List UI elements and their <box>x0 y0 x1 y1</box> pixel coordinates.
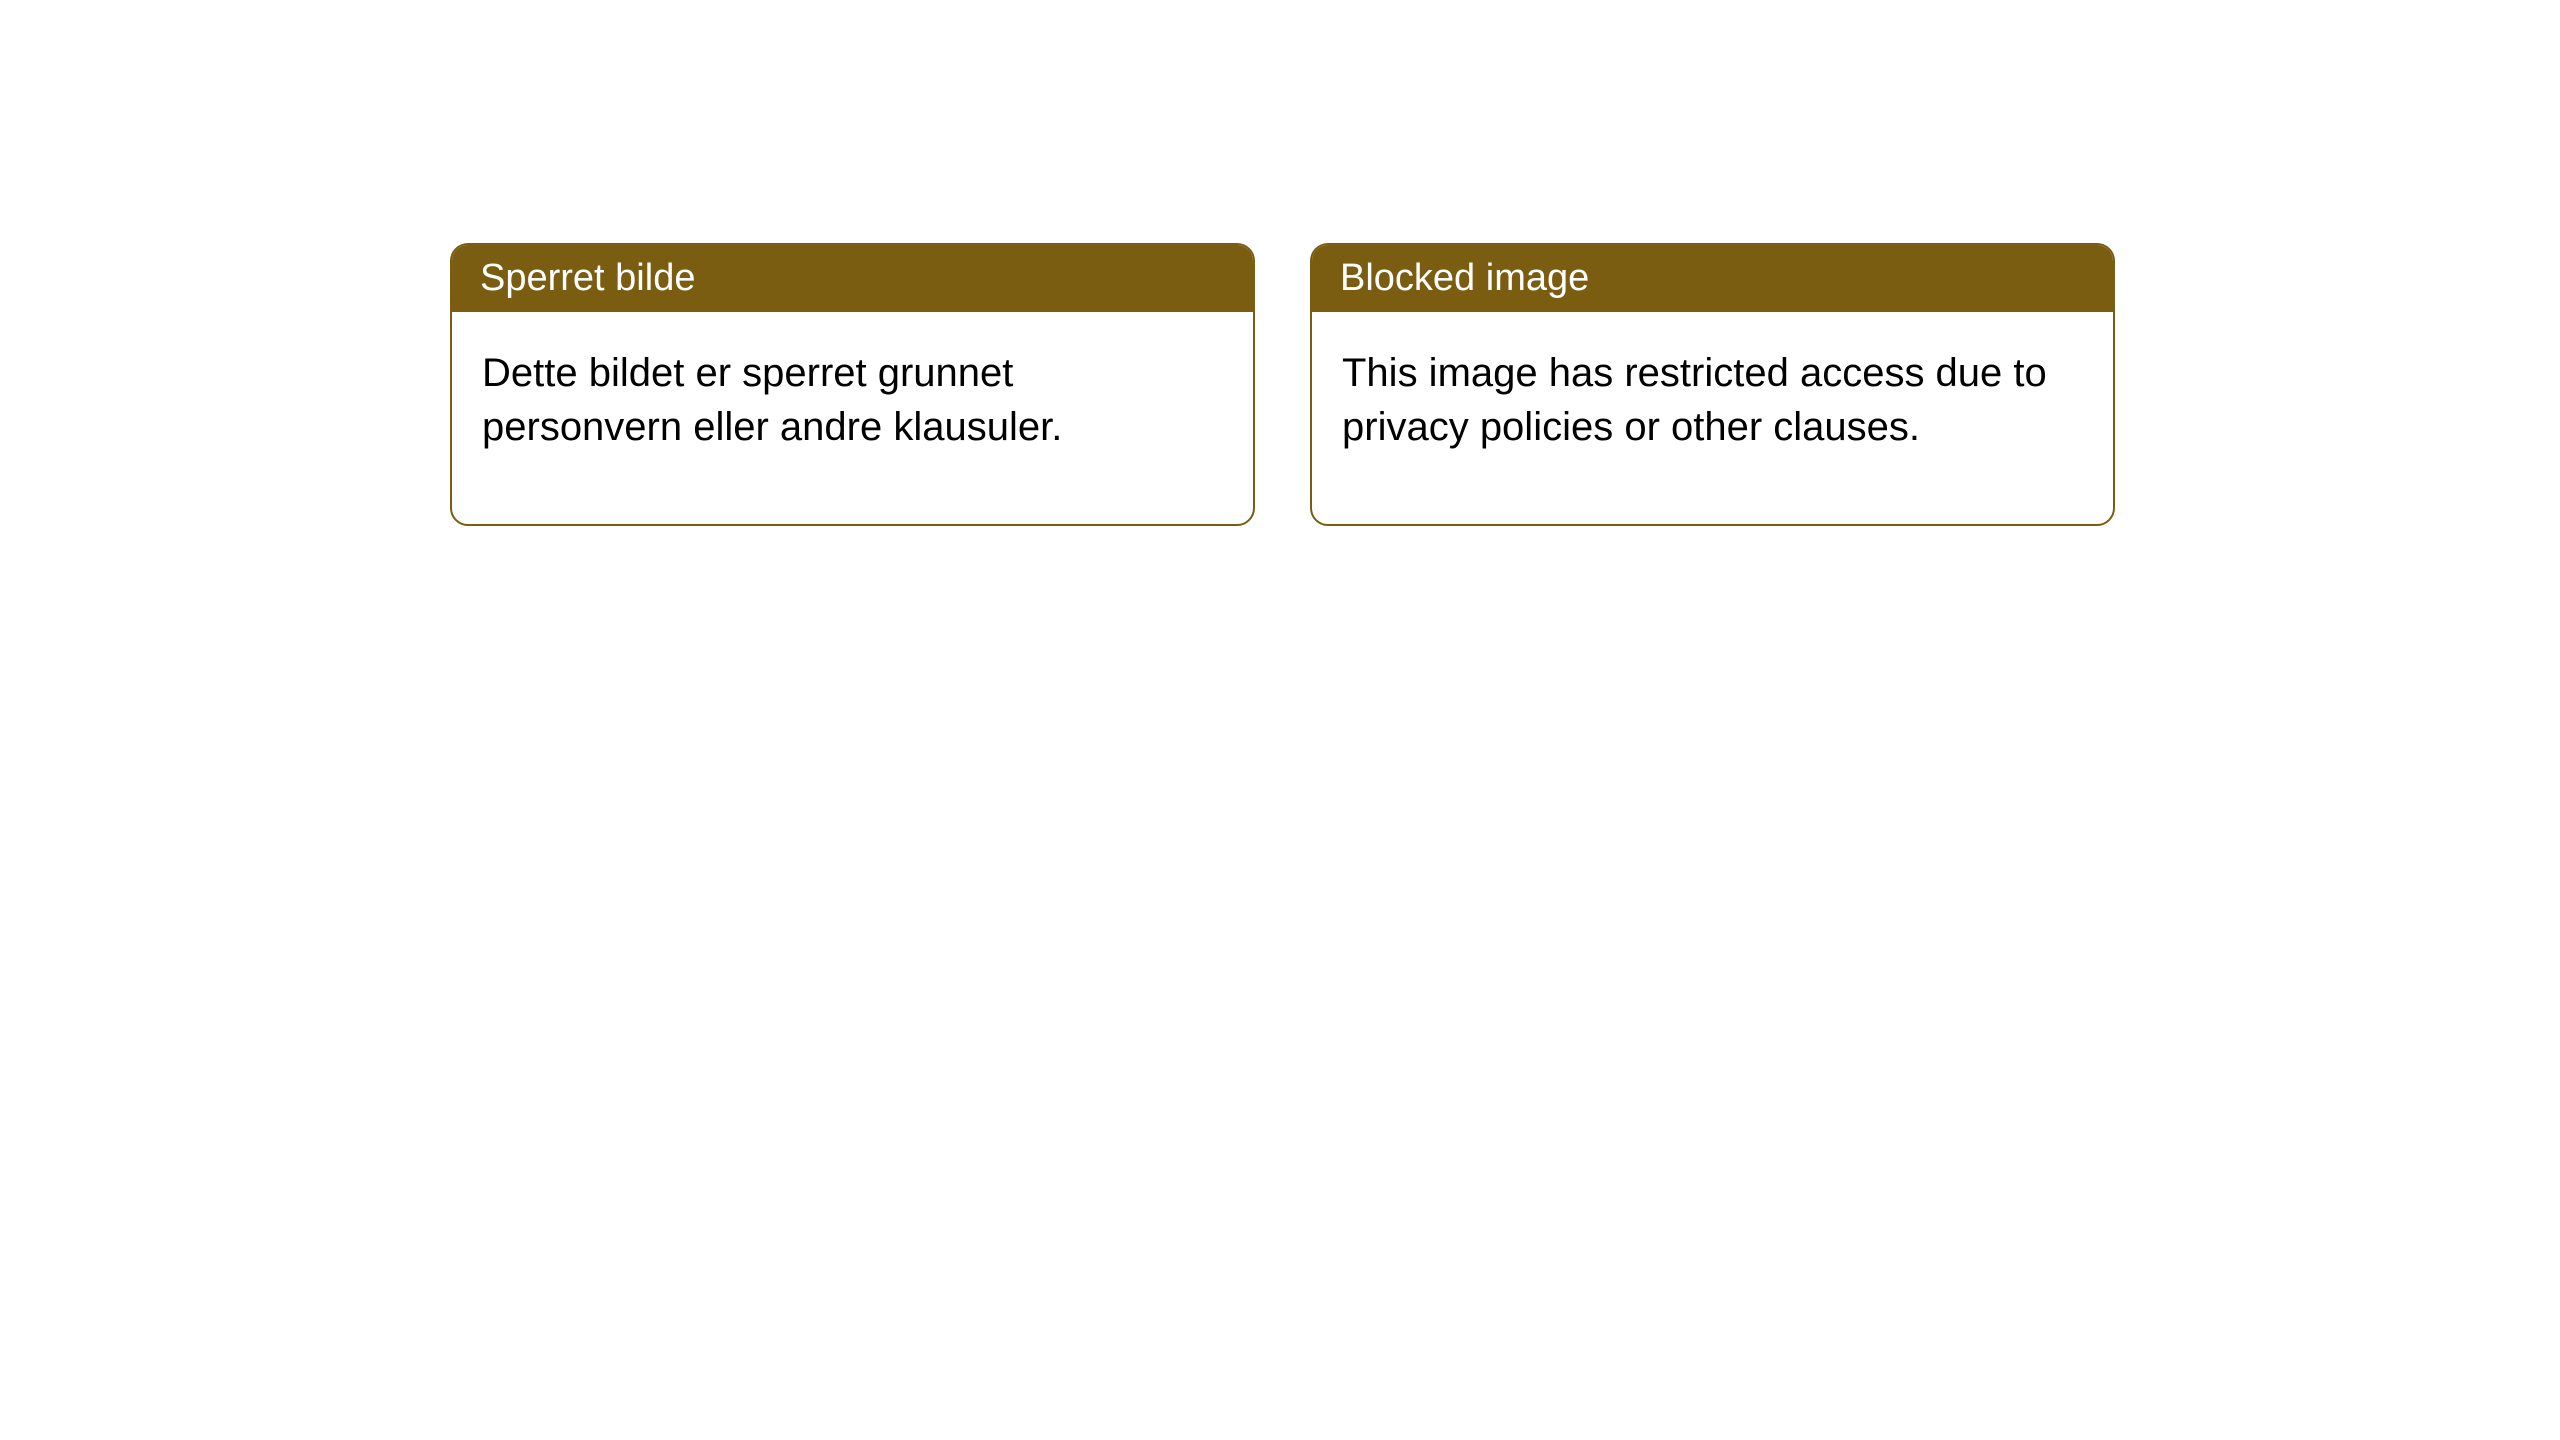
card-header: Sperret bilde <box>452 245 1253 312</box>
card-body: Dette bildet er sperret grunnet personve… <box>452 312 1253 524</box>
card-title-text: Sperret bilde <box>480 257 695 299</box>
card-title-text: Blocked image <box>1340 257 1589 299</box>
card-body-text: Dette bildet er sperret grunnet personve… <box>482 351 1062 449</box>
card-body: This image has restricted access due to … <box>1312 312 2113 524</box>
notice-card-norwegian: Sperret bilde Dette bildet er sperret gr… <box>450 243 1255 526</box>
card-header: Blocked image <box>1312 245 2113 312</box>
notice-card-english: Blocked image This image has restricted … <box>1310 243 2115 526</box>
notice-cards-container: Sperret bilde Dette bildet er sperret gr… <box>450 243 2115 526</box>
card-body-text: This image has restricted access due to … <box>1342 351 2047 449</box>
